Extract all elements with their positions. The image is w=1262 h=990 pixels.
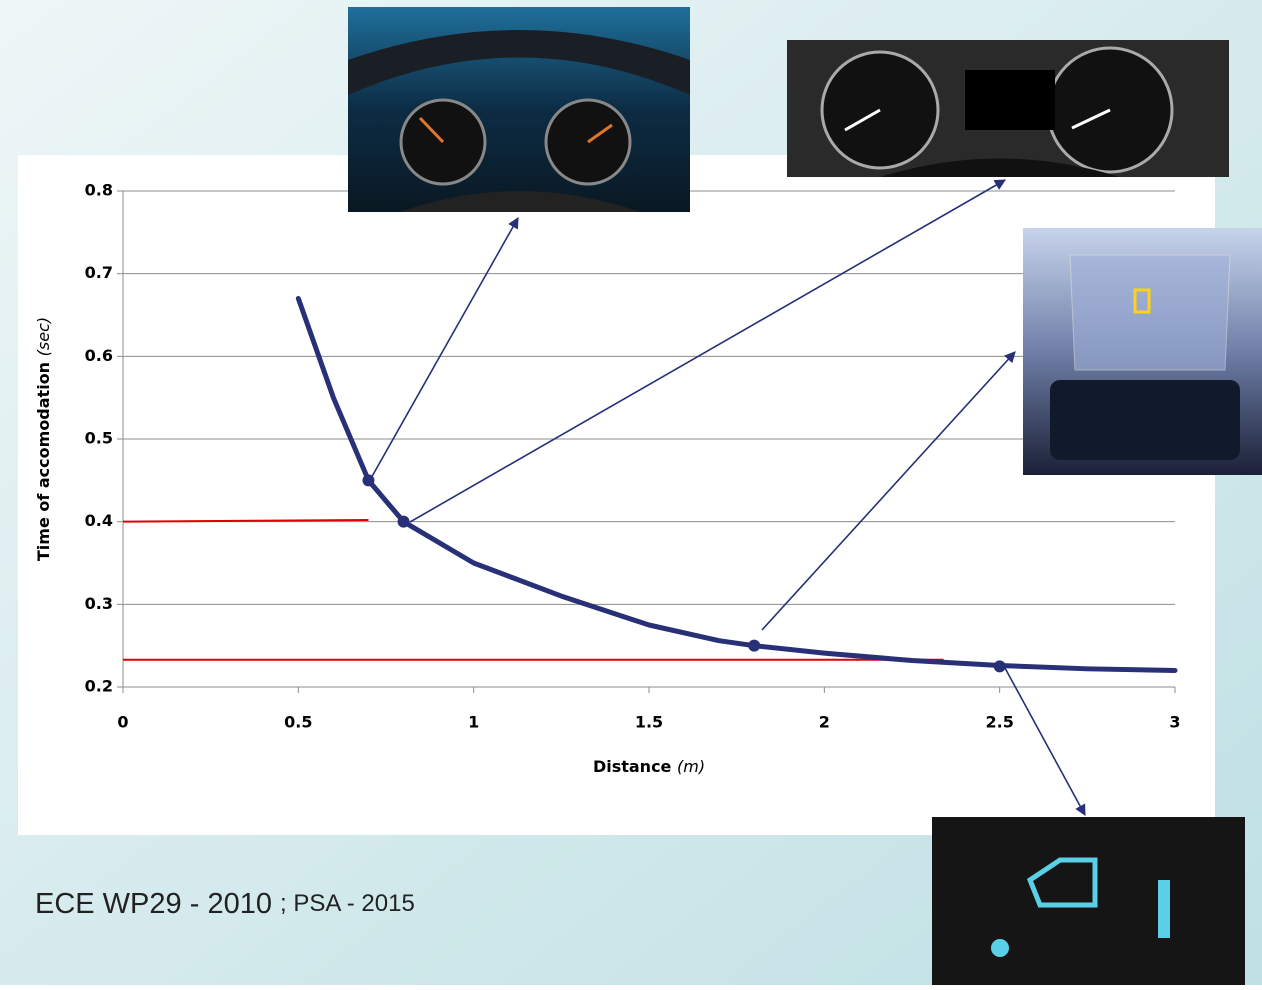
- y-axis-title: Time of accomodation (sec): [34, 317, 53, 561]
- page: 0.2 0.3 0.4 0.5 0.6 0.7 0.8 0 0.5 1 1.5 2 2.5 3 Time …: [0, 0, 1262, 985]
- x-tick-label: 0.5: [284, 713, 312, 732]
- x-tick-label: 0: [117, 713, 128, 732]
- y-tick-label: 0.5: [85, 429, 113, 448]
- x-tick-label: 2: [819, 713, 830, 732]
- photo-analog-cluster: [348, 7, 690, 212]
- x-tick-label: 1.5: [635, 713, 663, 732]
- x-axis-unit: (m): [677, 757, 705, 776]
- slide: 0.2 0.3 0.4 0.5 0.6 0.7 0.8 0 0.5 1 1.5 2 2.5 3 Time …: [0, 0, 1262, 985]
- y-axis-unit: (sec): [34, 317, 53, 356]
- photo-head-up-display: [1023, 228, 1262, 475]
- data-point: [398, 516, 410, 528]
- x-axis-title: Distance (m): [593, 757, 705, 776]
- source-part: -: [190, 888, 200, 920]
- source-note: ECE WP29 - 2010 ; PSA - 2015: [35, 888, 415, 920]
- y-axis-label: Time of accomodation: [34, 362, 53, 561]
- data-point: [994, 660, 1006, 672]
- photo-windshield-display: [932, 817, 1245, 985]
- x-tick-label: 1: [468, 713, 479, 732]
- y-tick-label: 0.7: [85, 263, 113, 282]
- source-part: 2010: [207, 888, 272, 920]
- x-tick-label: 2.5: [985, 713, 1013, 732]
- photo-digital-cluster: [787, 40, 1229, 177]
- source-part: ; PSA - 2015: [280, 890, 415, 917]
- y-tick-label: 0.3: [85, 594, 113, 613]
- y-tick-label: 0.2: [85, 677, 113, 696]
- x-tick-label: 3: [1169, 713, 1180, 732]
- x-axis-label: Distance: [593, 757, 672, 776]
- data-point: [748, 640, 760, 652]
- source-part: ECE WP29: [35, 888, 182, 920]
- y-tick-label: 0.6: [85, 346, 113, 365]
- y-tick-label: 0.8: [85, 181, 113, 200]
- y-tick-label: 0.4: [85, 511, 113, 530]
